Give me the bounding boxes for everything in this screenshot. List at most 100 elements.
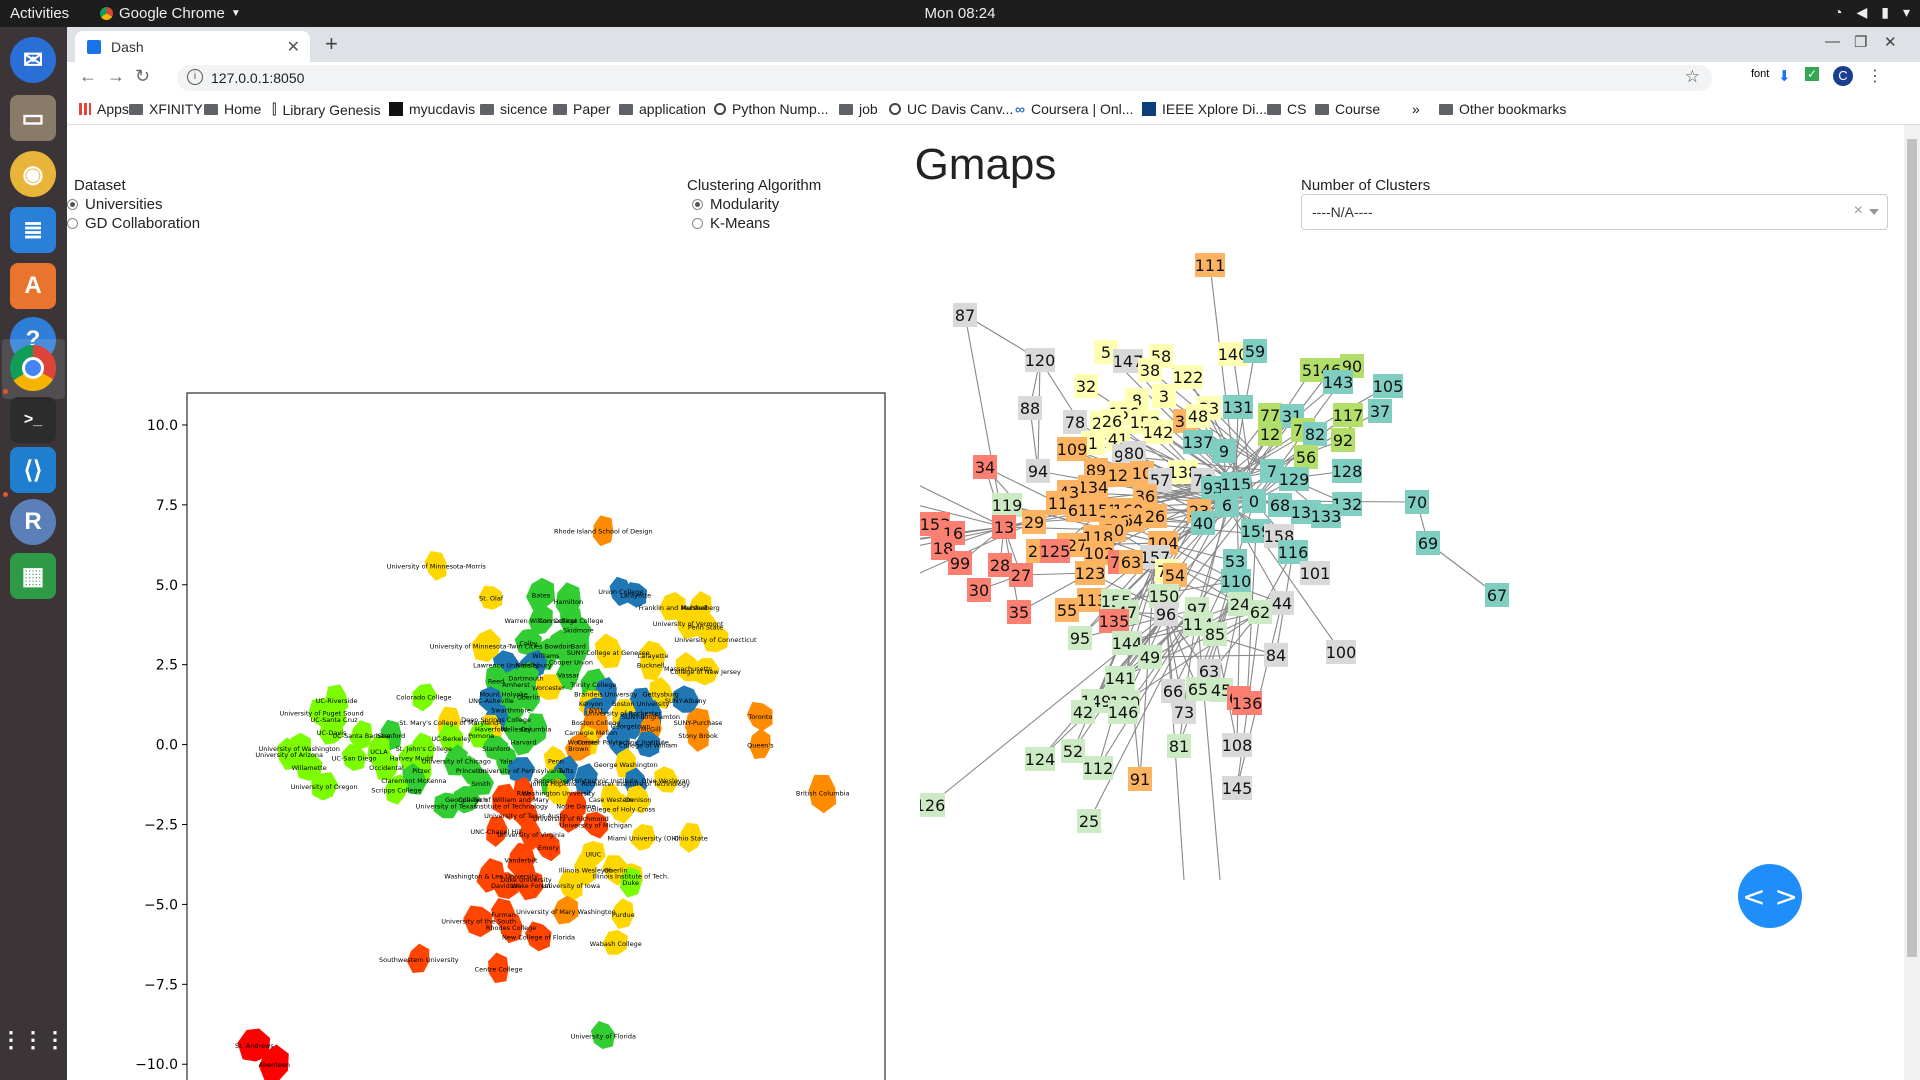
graph-node[interactable]: 136 xyxy=(1232,691,1263,715)
graph-node[interactable]: 61 xyxy=(1066,498,1090,522)
bookmark-home[interactable]: Home xyxy=(204,101,261,117)
graph-node[interactable]: 146 xyxy=(1108,700,1139,724)
cluster-graph[interactable]: 1118712088514758140593812232514690143105… xyxy=(920,175,1905,1080)
map-region[interactable] xyxy=(318,719,344,745)
profile-avatar[interactable]: C xyxy=(1833,66,1853,86)
back-icon[interactable]: ← xyxy=(79,66,97,86)
map-region[interactable] xyxy=(478,585,503,610)
graph-node[interactable]: 3 xyxy=(1152,384,1176,408)
graph-node[interactable]: 32 xyxy=(1074,374,1098,398)
graph-node[interactable]: 142 xyxy=(1143,420,1174,444)
bookmark-star-icon[interactable]: ☆ xyxy=(1684,67,1700,86)
graph-node[interactable]: 52 xyxy=(1061,739,1085,763)
map-region[interactable] xyxy=(640,647,663,681)
map-region[interactable] xyxy=(555,657,581,690)
graph-node[interactable]: 77 xyxy=(1258,403,1282,427)
map-region[interactable] xyxy=(574,763,598,796)
graph-node[interactable]: 65 xyxy=(1186,677,1210,701)
map-region[interactable] xyxy=(623,582,648,608)
software-center-icon[interactable]: A xyxy=(10,263,56,309)
graph-node[interactable]: 88 xyxy=(1018,396,1042,420)
graph-node[interactable]: 35 xyxy=(1007,600,1031,624)
graph-node[interactable]: 117 xyxy=(1333,403,1364,427)
map-region[interactable] xyxy=(808,774,837,814)
map-region[interactable] xyxy=(592,515,614,547)
map-region[interactable] xyxy=(433,792,461,819)
graph-node[interactable]: 122 xyxy=(1173,365,1204,389)
map-region[interactable] xyxy=(385,774,408,805)
bookmark-application[interactable]: application xyxy=(619,101,706,117)
green-extension-icon[interactable]: ✓ xyxy=(1805,67,1820,81)
scrollbar-thumb[interactable] xyxy=(1907,139,1917,957)
graph-node[interactable]: 126 xyxy=(920,793,945,817)
address-bar[interactable]: i 127.0.0.1:8050 ☆ xyxy=(177,65,1712,91)
map-region[interactable] xyxy=(626,784,651,814)
graph-node[interactable]: 27 xyxy=(1009,563,1033,587)
show-apps-icon[interactable]: ⋮⋮⋮ xyxy=(0,1027,66,1052)
graph-node[interactable]: 28 xyxy=(988,553,1012,577)
map-region[interactable] xyxy=(619,866,642,898)
graph-node[interactable]: 138 xyxy=(1168,460,1199,484)
graph-node[interactable]: 59 xyxy=(1243,339,1267,363)
graph-node[interactable]: 40 xyxy=(1191,511,1215,535)
files-icon[interactable]: ▭ xyxy=(10,95,56,141)
graph-node[interactable]: 66 xyxy=(1161,679,1185,703)
graph-node[interactable]: 13 xyxy=(992,515,1016,539)
map-region[interactable] xyxy=(492,872,519,900)
close-icon[interactable]: ✕ xyxy=(286,39,300,56)
graph-node[interactable]: 69 xyxy=(1416,531,1440,555)
map-region[interactable] xyxy=(582,811,609,839)
bookmark-python-numpy[interactable]: Python Nump... xyxy=(714,101,829,117)
bookmark-ieee[interactable]: IEEE Xplore Di... xyxy=(1142,101,1267,117)
map-region[interactable] xyxy=(311,772,338,801)
map-region[interactable] xyxy=(672,685,700,713)
bookmark-other[interactable]: Other bookmarks xyxy=(1439,101,1566,117)
page-scrollbar[interactable] xyxy=(1904,125,1920,1080)
map-region[interactable] xyxy=(471,628,501,663)
info-icon[interactable]: i xyxy=(187,69,203,85)
bookmark-cs[interactable]: CS xyxy=(1267,101,1306,117)
graph-node[interactable]: 49 xyxy=(1138,645,1162,669)
graph-node[interactable]: 145 xyxy=(1222,776,1253,800)
map-region[interactable] xyxy=(406,943,430,974)
graph-node[interactable]: 42 xyxy=(1071,700,1095,724)
graph-node[interactable]: 38 xyxy=(1138,358,1162,382)
map-region[interactable] xyxy=(424,550,447,581)
graph-node[interactable]: 141 xyxy=(1105,666,1136,690)
graph-node[interactable]: 124 xyxy=(1025,747,1056,771)
download-extension-icon[interactable]: ⬇ xyxy=(1778,68,1791,85)
graph-node[interactable]: 133 xyxy=(1311,504,1342,528)
map-region[interactable] xyxy=(469,769,495,796)
graph-node[interactable]: 116 xyxy=(1278,540,1309,564)
map-region[interactable] xyxy=(630,823,656,851)
map-region[interactable] xyxy=(349,720,373,751)
map-region[interactable] xyxy=(590,1021,616,1050)
graph-node[interactable]: 109 xyxy=(1057,437,1088,461)
graph-node[interactable]: 44 xyxy=(1270,591,1294,615)
chrome-dock-icon[interactable] xyxy=(10,345,56,391)
graph-node[interactable]: 34 xyxy=(973,455,997,479)
graph-node[interactable]: 137 xyxy=(1183,430,1214,454)
bookmark-xfinity[interactable]: XFINITY xyxy=(129,101,203,117)
map-region[interactable] xyxy=(611,898,634,929)
graph-node[interactable]: 37 xyxy=(1368,399,1392,423)
graph-node[interactable]: 119 xyxy=(992,493,1023,517)
graph-node[interactable]: 134 xyxy=(1078,475,1109,499)
graph-node[interactable]: 94 xyxy=(1026,459,1050,483)
vscode-icon[interactable]: ⟨⟩ xyxy=(10,447,56,493)
map-region[interactable] xyxy=(402,762,428,795)
graph-node[interactable]: 131 xyxy=(1223,395,1254,419)
graph-node[interactable]: 63 xyxy=(1119,550,1143,574)
writer-icon[interactable]: ≣ xyxy=(10,207,56,253)
graph-node[interactable]: 70 xyxy=(1405,490,1429,514)
graph-node[interactable]: 108 xyxy=(1222,733,1253,757)
clock[interactable]: Mon 08:24 xyxy=(924,5,996,22)
clear-icon[interactable]: × xyxy=(1853,202,1863,219)
graph-node[interactable]: 73 xyxy=(1172,700,1196,724)
map-region[interactable] xyxy=(552,895,579,925)
graph-node[interactable]: 110 xyxy=(1221,569,1252,593)
map-region[interactable] xyxy=(517,681,540,713)
university-map-plot[interactable]: 10.0 7.5 5.0 2.5 0.0 −2.5 −5.0 −7.5 −10.0 Rhode … xyxy=(60,250,900,1080)
graph-node[interactable]: 56 xyxy=(1294,445,1318,469)
map-region[interactable] xyxy=(237,1028,271,1062)
